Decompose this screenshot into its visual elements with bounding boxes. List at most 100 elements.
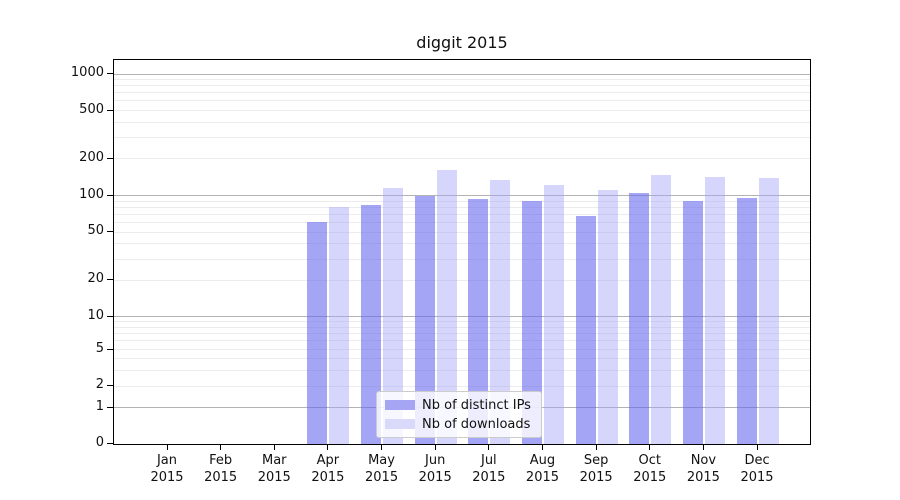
x-tick-month: Sep xyxy=(583,453,609,468)
bar-downloads-jul xyxy=(490,179,511,444)
x-tick-mark xyxy=(756,445,758,450)
x-tick-year: 2015 xyxy=(311,470,345,485)
gridline-minor xyxy=(114,200,810,202)
x-tick-month: May xyxy=(368,453,395,468)
x-tick-mark xyxy=(488,445,490,450)
x-tick-mark xyxy=(434,445,436,450)
x-tick-month: Jan xyxy=(156,453,178,468)
bar-downloads-dec xyxy=(758,177,779,444)
bar-distinct-ips-sep xyxy=(575,215,596,444)
gridline-minor xyxy=(114,137,810,139)
x-tick-year: 2015 xyxy=(579,470,613,485)
y-tick-label: 200 xyxy=(79,149,104,165)
y-tick-mark xyxy=(107,315,113,317)
y-tick-mark xyxy=(107,157,113,159)
x-tick-month: Apr xyxy=(316,453,340,468)
gridline-minor xyxy=(114,121,810,123)
gridline-minor xyxy=(114,100,810,102)
y-tick-mark xyxy=(107,231,113,233)
y-tick-label: 20 xyxy=(87,271,104,287)
gridline-major xyxy=(114,195,810,197)
x-tick-label-dec: Dec 2015 xyxy=(727,452,787,486)
x-tick-month: Feb xyxy=(209,453,233,468)
x-tick-label-oct: Oct 2015 xyxy=(620,452,680,486)
gridline-minor xyxy=(114,279,810,281)
x-tick-year: 2015 xyxy=(633,470,667,485)
y-tick-mark xyxy=(107,279,113,281)
y-tick-label: 10 xyxy=(87,307,104,323)
x-tick-mark xyxy=(166,445,168,450)
gridline-minor xyxy=(114,85,810,87)
gridline-minor xyxy=(114,385,810,387)
x-tick-label-aug: Aug 2015 xyxy=(512,452,572,486)
gridline-major xyxy=(114,316,810,318)
y-tick-mark xyxy=(107,406,113,408)
x-tick-year: 2015 xyxy=(740,470,774,485)
y-tick-mark xyxy=(107,385,113,387)
x-tick-month: Jun xyxy=(425,453,446,468)
gridline-minor xyxy=(114,349,810,351)
x-tick-label-sep: Sep 2015 xyxy=(566,452,626,486)
x-tick-mark xyxy=(649,445,651,450)
x-tick-label-jul: Jul 2015 xyxy=(459,452,519,486)
legend-swatch-distinct-ips xyxy=(385,400,415,410)
bar-distinct-ips-jul xyxy=(468,198,489,444)
x-tick-mark xyxy=(220,445,222,450)
gridline-minor xyxy=(114,243,810,245)
bar-downloads-nov xyxy=(704,177,725,444)
bar-distinct-ips-apr xyxy=(307,222,328,444)
x-tick-year: 2015 xyxy=(525,470,560,485)
x-tick-year: 2015 xyxy=(204,470,238,485)
bar-downloads-jun xyxy=(436,170,457,444)
bar-distinct-ips-oct xyxy=(629,193,650,444)
y-tick-mark xyxy=(107,348,113,350)
legend-label-distinct-ips: Nb of distinct IPs xyxy=(422,397,531,413)
y-tick-mark xyxy=(107,194,113,196)
y-tick-label: 5 xyxy=(95,340,104,356)
legend-item-distinct-ips: Nb of distinct IPs xyxy=(385,397,531,413)
x-tick-month: Nov xyxy=(690,453,717,468)
x-tick-year: 2015 xyxy=(418,470,452,485)
gridline-minor xyxy=(114,340,810,342)
gridline-minor xyxy=(114,326,810,328)
gridline-minor xyxy=(114,333,810,335)
chart-title: diggit 2015 xyxy=(416,33,508,52)
gridline-minor xyxy=(114,221,810,223)
bar-distinct-ips-jun xyxy=(414,195,435,444)
y-tick-label: 100 xyxy=(79,186,104,202)
gridline-minor xyxy=(114,110,810,112)
gridline-minor xyxy=(114,321,810,323)
x-tick-year: 2015 xyxy=(150,470,184,485)
x-tick-label-jan: Jan 2015 xyxy=(137,452,197,486)
bar-distinct-ips-aug xyxy=(521,201,542,444)
x-tick-month: Aug xyxy=(529,453,556,468)
gridline-minor xyxy=(114,158,810,160)
x-tick-year: 2015 xyxy=(257,470,291,485)
chart-legend: Nb of distinct IPs Nb of downloads xyxy=(376,391,542,438)
x-tick-label-jun: Jun 2015 xyxy=(405,452,465,486)
x-tick-mark xyxy=(541,445,543,450)
bar-downloads-apr xyxy=(329,207,350,444)
y-tick-label: 0 xyxy=(95,435,104,450)
x-tick-mark xyxy=(702,445,704,450)
x-tick-label-may: May 2015 xyxy=(352,452,412,486)
x-tick-month: Oct xyxy=(638,453,661,468)
gridline-minor xyxy=(114,213,810,215)
x-tick-label-nov: Nov 2015 xyxy=(673,452,733,486)
gridline-minor xyxy=(114,358,810,359)
x-tick-mark xyxy=(381,445,383,450)
gridline-minor xyxy=(114,258,810,260)
x-tick-year: 2015 xyxy=(365,470,399,485)
legend-label-downloads: Nb of downloads xyxy=(422,416,531,432)
x-tick-mark xyxy=(327,445,329,450)
y-tick-label: 500 xyxy=(79,101,104,117)
bar-downloads-oct xyxy=(651,174,672,444)
bar-downloads-aug xyxy=(543,184,564,444)
x-tick-month: Mar xyxy=(262,453,287,468)
y-tick-label: 1000 xyxy=(70,65,104,81)
gridline-minor xyxy=(114,92,810,94)
bar-distinct-ips-nov xyxy=(682,201,703,444)
gridline-minor xyxy=(114,369,810,371)
legend-swatch-downloads xyxy=(385,419,415,429)
